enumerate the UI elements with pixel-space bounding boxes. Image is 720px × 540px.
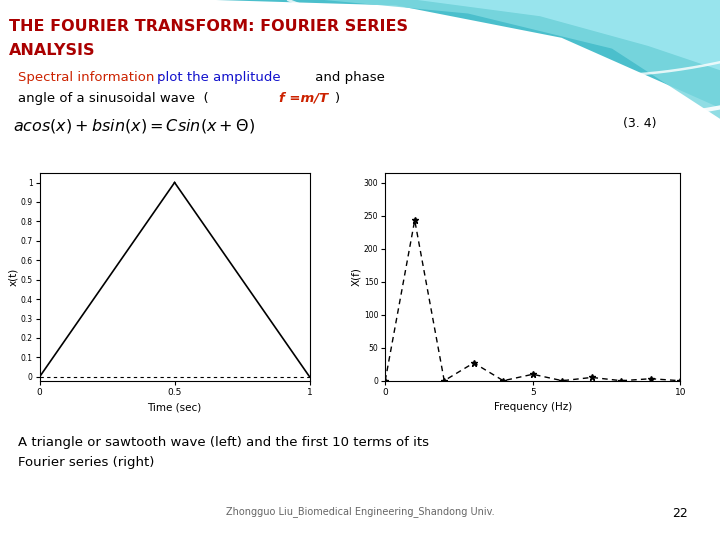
Text: Zhongguo Liu_Biomedical Engineering_Shandong Univ.: Zhongguo Liu_Biomedical Engineering_Shan…: [225, 507, 495, 517]
Text: f =m/T: f =m/T: [279, 92, 328, 105]
Text: angle of a sinusoidal wave  (: angle of a sinusoidal wave (: [18, 92, 209, 105]
Text: 22: 22: [672, 507, 688, 519]
Text: (3. 4): (3. 4): [623, 117, 657, 130]
Text: $a + jb = Ce^{j\Theta}$: $a + jb = Ce^{j\Theta}$: [464, 178, 575, 204]
Polygon shape: [418, 0, 720, 70]
Polygon shape: [324, 0, 720, 119]
Text: and phase: and phase: [311, 71, 385, 84]
Y-axis label: X(f): X(f): [351, 267, 361, 286]
Text: $acos(x)+bsin(x)=Csin(x+\Theta)$: $acos(x)+bsin(x)=Csin(x+\Theta)$: [13, 117, 255, 134]
X-axis label: Frequency (Hz): Frequency (Hz): [494, 402, 572, 412]
Text: A triangle or sawtooth wave (left) and the first 10 terms of its: A triangle or sawtooth wave (left) and t…: [18, 436, 429, 449]
X-axis label: Time (sec): Time (sec): [148, 402, 202, 412]
Text: plot the amplitude: plot the amplitude: [157, 71, 281, 84]
Text: THE FOURIER TRANSFORM: FOURIER SERIES: THE FOURIER TRANSFORM: FOURIER SERIES: [9, 19, 408, 34]
Text: ANALYSIS: ANALYSIS: [9, 43, 96, 58]
Text: Spectral information :: Spectral information :: [18, 71, 167, 84]
Y-axis label: x(t): x(t): [8, 268, 18, 286]
Polygon shape: [216, 0, 720, 108]
Text: Fourier series (right): Fourier series (right): [18, 456, 154, 469]
Text: ): ): [335, 92, 340, 105]
